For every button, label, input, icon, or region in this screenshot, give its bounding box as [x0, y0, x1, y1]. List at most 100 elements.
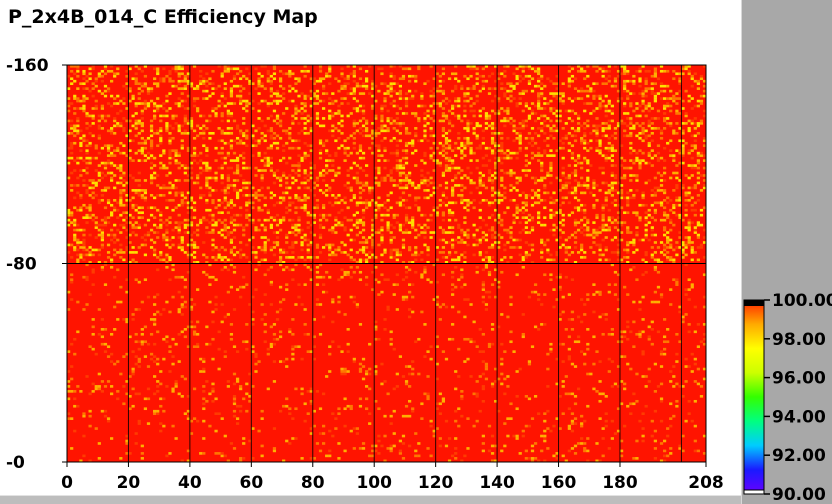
heatmap-cell [675, 97, 679, 100]
heatmap-cell [137, 216, 141, 219]
heatmap-cell [607, 65, 611, 68]
heatmap-cell [696, 258, 700, 262]
heatmap-cell [635, 439, 639, 443]
heatmap-cell [168, 124, 172, 128]
heatmap-cell [149, 194, 154, 197]
heatmap-cell [140, 109, 144, 113]
heatmap-cell [518, 238, 522, 242]
heatmap-cell [223, 223, 227, 227]
heatmap-cell [555, 417, 559, 420]
heatmap-cell [229, 67, 234, 71]
heatmap-cell [408, 261, 412, 264]
heatmap-cell [131, 139, 135, 143]
heatmap-cell [192, 151, 197, 155]
heatmap-cell [137, 226, 141, 229]
heatmap-cell [100, 194, 105, 197]
heatmap-cell [454, 97, 458, 100]
heatmap-cell [570, 144, 575, 148]
heatmap-cell [573, 174, 578, 177]
heatmap-cell [297, 122, 301, 125]
heatmap-cell [490, 139, 495, 143]
heatmap-cell [303, 151, 307, 155]
heatmap-cell [208, 131, 212, 135]
heatmap-cell [103, 114, 108, 118]
heatmap-cell [681, 434, 685, 438]
heatmap-cell [263, 124, 267, 128]
heatmap-cell [503, 65, 507, 68]
heatmap-cell [371, 253, 375, 257]
heatmap-cell [490, 261, 495, 264]
heatmap-cell [180, 194, 184, 197]
heatmap-cell [177, 213, 181, 217]
heatmap-cell [530, 444, 535, 448]
heatmap-cell [131, 404, 135, 408]
heatmap-cell [619, 258, 624, 262]
heatmap-cell [441, 67, 446, 71]
heatmap-cell [417, 442, 421, 445]
heatmap-cell [116, 72, 120, 76]
heatmap-cell [300, 129, 304, 133]
heatmap-cell [257, 246, 261, 249]
heatmap-cell [159, 127, 163, 130]
heatmap-cell [401, 164, 406, 167]
heatmap-cell [377, 166, 381, 170]
heatmap-cell [358, 181, 363, 185]
heatmap-cell [186, 206, 191, 210]
heatmap-cell [91, 94, 95, 98]
heatmap-cell [103, 94, 108, 98]
heatmap-cell [678, 203, 682, 207]
heatmap-cell [644, 94, 648, 98]
heatmap-cell [555, 238, 559, 242]
heatmap-cell [389, 449, 393, 453]
heatmap-cell [530, 112, 535, 115]
heatmap-cell [641, 238, 645, 242]
heatmap-cell [626, 243, 630, 247]
heatmap-cell [506, 65, 510, 68]
heatmap-cell [85, 221, 89, 224]
heatmap-cell [325, 151, 329, 155]
heatmap-cell [103, 119, 108, 123]
heatmap-cell [592, 221, 596, 224]
heatmap-cell [337, 246, 341, 249]
heatmap-cell [702, 206, 707, 210]
heatmap-cell [76, 208, 80, 212]
heatmap-cell [186, 211, 191, 215]
heatmap-cell [248, 201, 252, 205]
heatmap-cell [242, 228, 246, 232]
heatmap-cell [202, 452, 206, 455]
heatmap-cell [494, 141, 498, 145]
heatmap-cell [380, 176, 384, 180]
heatmap-cell [626, 226, 630, 229]
heatmap-cell [690, 149, 694, 152]
heatmap-cell [684, 253, 688, 257]
heatmap-cell [315, 117, 320, 120]
heatmap-cell [647, 87, 651, 90]
heatmap-cell [358, 104, 363, 108]
heatmap-cell [352, 447, 356, 450]
heatmap-cell [549, 99, 553, 103]
heatmap-cell [653, 97, 657, 100]
heatmap-cell [177, 246, 181, 249]
heatmap-cell [205, 149, 209, 152]
heatmap-cell [205, 161, 209, 165]
heatmap-cell [690, 258, 694, 262]
heatmap-cell [512, 213, 516, 217]
heatmap-cell [294, 146, 298, 150]
heatmap-cell [494, 127, 498, 130]
heatmap-cell [537, 194, 541, 197]
heatmap-cell [282, 171, 286, 175]
heatmap-cell [610, 181, 614, 185]
heatmap-cell [451, 161, 455, 165]
heatmap-cell [395, 184, 399, 187]
heatmap-cell [257, 109, 261, 113]
heatmap-cell [561, 141, 565, 145]
heatmap-cell [100, 171, 105, 175]
heatmap-cell [417, 233, 421, 237]
heatmap-cell [328, 97, 332, 100]
heatmap-cell [143, 189, 148, 192]
heatmap-cell [156, 144, 160, 148]
heatmap-cell [693, 122, 697, 125]
heatmap-cell [371, 131, 375, 135]
heatmap-cell [116, 124, 120, 128]
heatmap-cell [530, 77, 535, 81]
